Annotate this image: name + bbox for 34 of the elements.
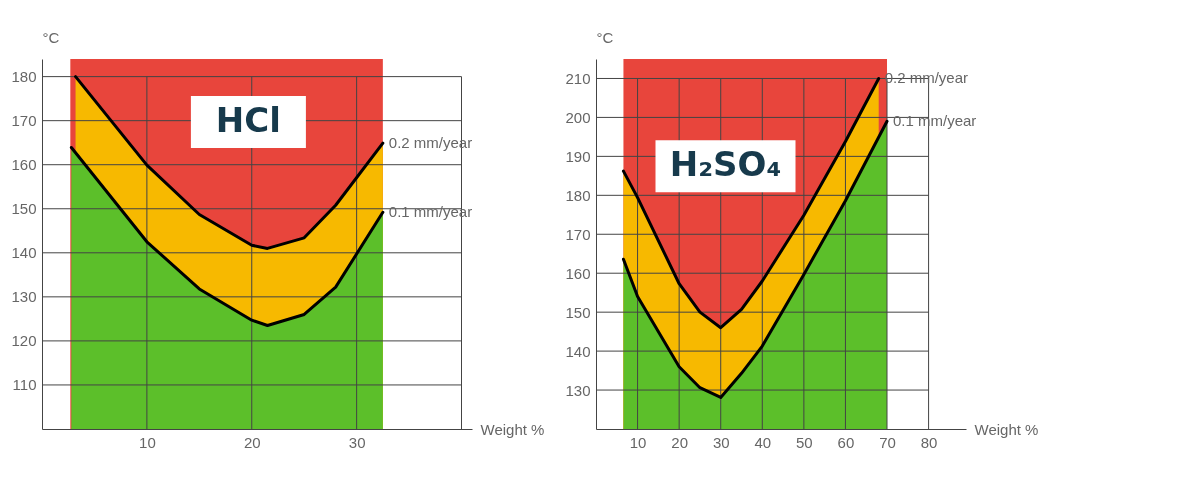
y-tick-label: 160 <box>565 264 591 282</box>
y-tick-label: 160 <box>11 156 37 174</box>
y-tick-label: 210 <box>565 69 591 87</box>
x-axis-title: Weight % <box>974 420 1039 438</box>
y-tick-label: 140 <box>565 342 591 360</box>
y-tick-label: 190 <box>565 147 591 165</box>
x-tick-label: 70 <box>879 433 896 451</box>
x-tick-label: 20 <box>671 433 688 451</box>
y-tick-label: 150 <box>565 303 591 321</box>
y-tick-label: 170 <box>11 112 37 130</box>
x-tick-label: 80 <box>920 433 938 451</box>
text: H₂SO₄ <box>669 144 782 185</box>
x-axis-title: Weight % <box>480 420 545 438</box>
y-tick-label: 130 <box>11 288 37 306</box>
y-tick-label: 150 <box>11 200 37 218</box>
x-tick-label: 10 <box>139 433 156 451</box>
x-tick-label: 60 <box>837 433 855 451</box>
text: HCl <box>215 99 281 140</box>
y-tick-label: 140 <box>11 244 37 262</box>
y-tick-label: 120 <box>11 332 37 350</box>
y-tick-label: 180 <box>565 186 591 204</box>
x-tick-label: 10 <box>629 433 647 451</box>
x-tick-label: 20 <box>243 433 261 451</box>
y-tick-label: 110 <box>12 376 37 394</box>
x-tick-label: 30 <box>348 433 366 451</box>
y-tick-label: 170 <box>565 225 591 243</box>
y-tick-label: 130 <box>565 381 591 399</box>
y-axis-title: °C <box>42 28 60 46</box>
x-tick-label: 40 <box>754 433 772 451</box>
x-tick-label: 30 <box>712 433 730 451</box>
x-tick-label: 50 <box>796 433 813 451</box>
y-axis-title: °C <box>596 28 614 46</box>
y-tick-label: 180 <box>11 68 37 86</box>
y-tick-label: 200 <box>565 108 591 126</box>
